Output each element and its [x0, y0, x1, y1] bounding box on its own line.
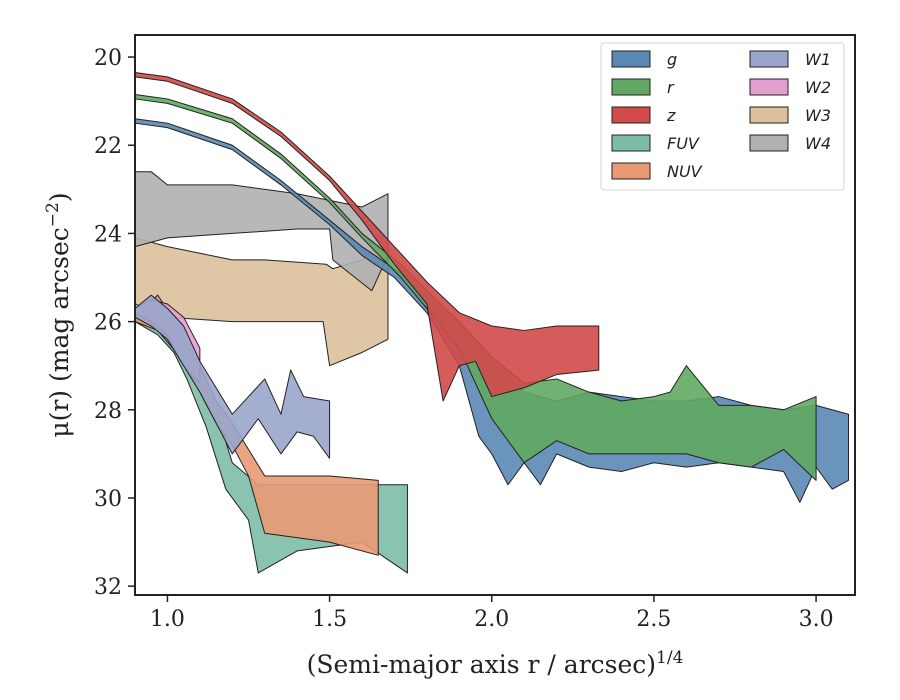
- band-w1: [134, 294, 331, 459]
- legend-swatch-w1: [749, 50, 789, 68]
- band-z: [134, 71, 600, 402]
- y-tick-label: 22: [94, 134, 122, 159]
- y-axis-title-exponent: −2: [43, 202, 63, 227]
- x-tick-label: 1.0: [150, 607, 185, 632]
- legend-label-r: r: [667, 78, 675, 97]
- y-tick-label: 28: [94, 399, 122, 424]
- legend-swatch-w2: [749, 78, 789, 96]
- bands-layer: [134, 71, 850, 574]
- legend-swatch-r: [611, 78, 651, 96]
- legend-swatch-nuv: [611, 162, 651, 180]
- legend-label-g: g: [667, 50, 677, 69]
- x-tick-label: 1.5: [312, 607, 347, 632]
- x-tick-label: 2.0: [474, 607, 509, 632]
- x-axis-title-main: (Semi-major axis r / arcsec): [307, 650, 656, 679]
- ticks-layer: 1.0 1.5 2.0 2.5 3.0 20 22 24 26 28 30 32: [94, 46, 834, 632]
- legend-label-w4: W4: [805, 134, 831, 153]
- plot-frame: [134, 34, 856, 596]
- legend-swatch-z: [611, 106, 651, 124]
- legend-swatch-fuv: [611, 134, 651, 152]
- y-axis-title-main: μ(r) (mag arcsec: [45, 227, 74, 437]
- legend-swatch-w4: [749, 134, 789, 152]
- legend-label-z: z: [666, 106, 676, 125]
- x-tick-label: 2.5: [636, 607, 671, 632]
- legend-label-fuv: FUV: [667, 134, 700, 153]
- legend-swatch-w3: [749, 106, 789, 124]
- legend-swatch-g: [611, 50, 651, 68]
- legend-label-nuv: NUV: [667, 162, 703, 181]
- x-tick-label: 3.0: [799, 607, 834, 632]
- legend: grz FUV NUV W1 W2 W3 W4: [600, 42, 845, 191]
- y-axis-title: μ(r) (mag arcsec−2): [43, 192, 74, 437]
- legend-label-w3: W3: [805, 106, 831, 125]
- y-axis-title-close: ): [45, 192, 74, 202]
- x-axis-title-exponent: 1/4: [656, 648, 683, 668]
- y-tick-label: 26: [94, 311, 122, 336]
- band-w3: [134, 237, 389, 367]
- legend-entries: grz FUV NUV W1 W2 W3 W4: [611, 50, 831, 181]
- x-axis-title: (Semi-major axis r / arcsec)1/4: [307, 648, 684, 679]
- y-tick-label: 32: [94, 575, 122, 600]
- y-tick-label: 20: [94, 46, 122, 71]
- y-tick-label: 24: [94, 222, 122, 247]
- legend-label-w1: W1: [805, 50, 831, 69]
- legend-label-w2: W2: [805, 78, 831, 97]
- y-tick-label: 30: [94, 487, 122, 512]
